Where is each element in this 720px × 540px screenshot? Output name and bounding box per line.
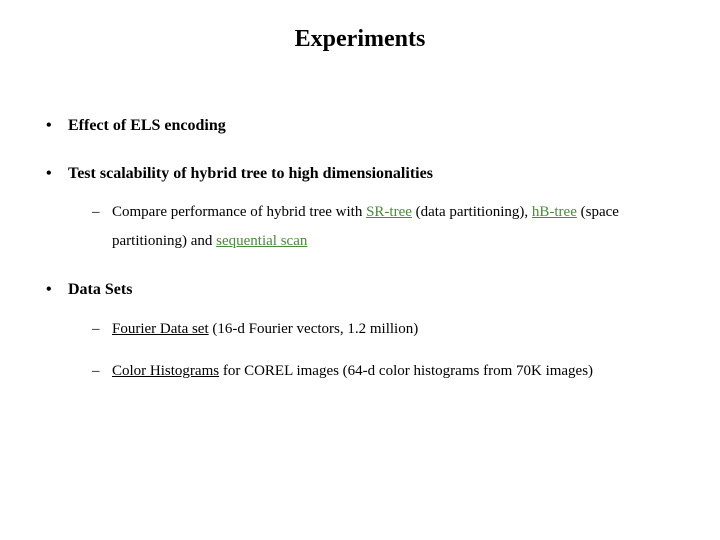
highlight-hb-tree: hB-tree — [532, 204, 577, 220]
bullet-list: Effect of ELS encoding Test scalability … — [40, 113, 680, 386]
sub-text: for COREL images (64-d color histograms … — [219, 363, 593, 379]
bullet-text: Data Sets — [68, 281, 132, 298]
sub-text: Compare performance of hybrid tree with — [112, 204, 366, 220]
underline-color-histograms: Color Histograms — [112, 363, 219, 379]
bullet-item: Test scalability of hybrid tree to high … — [40, 161, 680, 256]
highlight-sequential-scan: sequential scan — [216, 233, 307, 249]
bullet-text: Effect of ELS encoding — [68, 117, 226, 134]
highlight-sr-tree: SR-tree — [366, 204, 412, 220]
sub-bullet-list: Fourier Data set (16-d Fourier vectors, … — [68, 315, 680, 386]
sub-bullet-item: Color Histograms for COREL images (64-d … — [68, 357, 680, 386]
sub-bullet-item: Fourier Data set (16-d Fourier vectors, … — [68, 315, 680, 344]
slide-title: Experiments — [40, 26, 680, 53]
sub-bullet-list: Compare performance of hybrid tree with … — [68, 198, 680, 255]
sub-bullet-item: Compare performance of hybrid tree with … — [68, 198, 680, 255]
underline-fourier: Fourier Data set — [112, 321, 209, 337]
slide: Experiments Effect of ELS encoding Test … — [0, 0, 720, 540]
sub-text: (data partitioning), — [412, 204, 532, 220]
sub-text: (16-d Fourier vectors, 1.2 million) — [209, 321, 419, 337]
bullet-item: Data Sets Fourier Data set (16-d Fourier… — [40, 277, 680, 386]
bullet-item: Effect of ELS encoding — [40, 113, 680, 139]
bullet-text: Test scalability of hybrid tree to high … — [68, 165, 433, 182]
